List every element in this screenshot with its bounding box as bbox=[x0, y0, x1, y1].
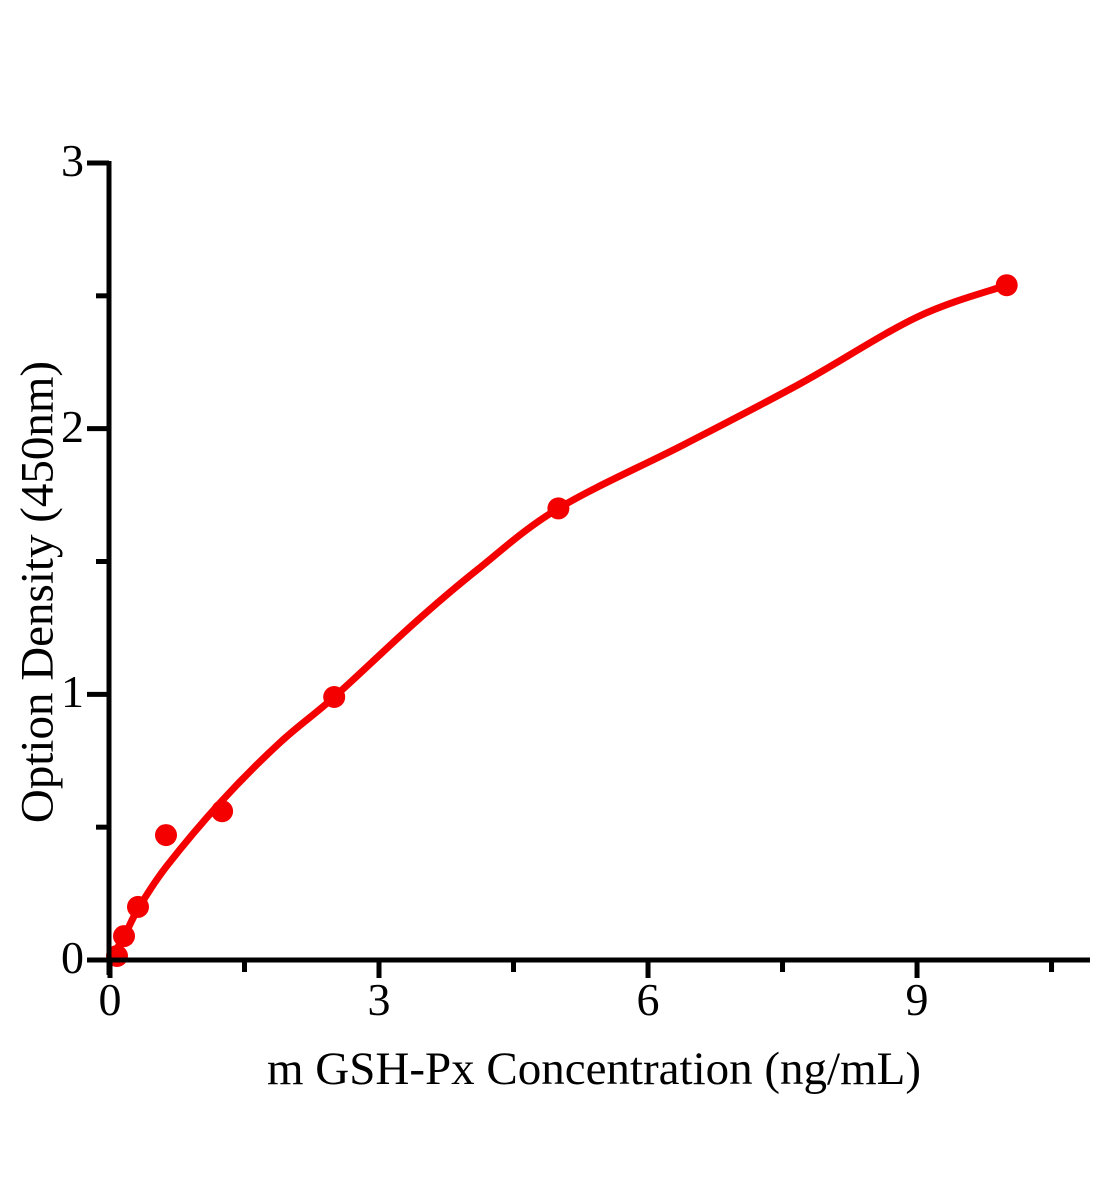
data-point bbox=[155, 824, 177, 847]
y-tick-label: 3 bbox=[61, 134, 84, 186]
x-tick-label: 9 bbox=[905, 974, 929, 1025]
data-point bbox=[547, 497, 570, 520]
data-point bbox=[113, 925, 135, 948]
data-point bbox=[323, 686, 346, 708]
y-axis-title: Option Density (450nm) bbox=[11, 360, 64, 824]
y-tick-label: 1 bbox=[61, 666, 84, 718]
fit-curve-line bbox=[106, 281, 1011, 964]
y-tick-label: 0 bbox=[61, 932, 84, 983]
y-tick-label: 2 bbox=[61, 400, 84, 452]
x-tick-label: 6 bbox=[636, 974, 660, 1025]
x-axis-title: m GSH-Px Concentration (ng/mL) bbox=[266, 1043, 922, 1095]
data-point bbox=[211, 800, 234, 823]
data-point bbox=[127, 895, 149, 918]
data-point bbox=[995, 274, 1018, 297]
x-tick-label: 3 bbox=[367, 974, 391, 1025]
x-tick-label: 0 bbox=[98, 974, 122, 1025]
